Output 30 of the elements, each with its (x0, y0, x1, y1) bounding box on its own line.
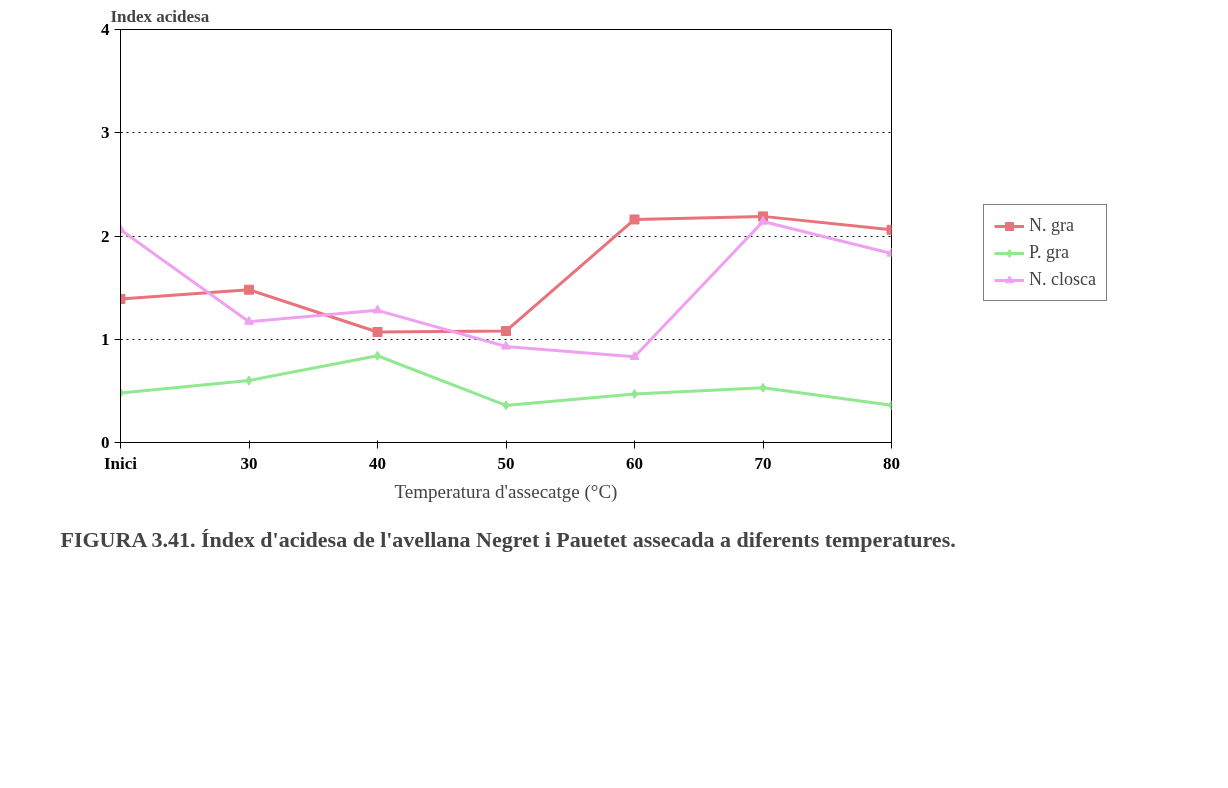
y-axis-title: Index acidesa (110, 6, 210, 26)
point (244, 284, 254, 295)
y-tick-label: 2 (101, 226, 110, 246)
y-tick-label: 1 (101, 329, 110, 349)
point (502, 400, 510, 411)
point (372, 304, 383, 314)
x-tick-label: 40 (369, 453, 386, 473)
legend-label: N. gra (1029, 215, 1074, 236)
y-tick-label: 0 (101, 433, 110, 452)
point (501, 340, 511, 350)
x-tick-label: 30 (240, 453, 258, 473)
point (759, 382, 767, 393)
y-tick-label: 3 (101, 123, 110, 143)
x-tick-label: 80 (883, 453, 900, 473)
y-tick-label: 4 (101, 20, 110, 39)
point (372, 327, 383, 338)
legend-label: N. closca (1029, 269, 1096, 290)
point (758, 215, 768, 225)
point (629, 351, 640, 360)
point (244, 316, 254, 325)
x-axis-title: Temperatura d'assecatge (°C) (394, 480, 618, 503)
x-tick-label: Inici (103, 453, 138, 473)
x-tick-label: 70 (754, 453, 772, 473)
point (501, 325, 511, 336)
legend-label: P. gra (1029, 242, 1069, 263)
point (629, 214, 640, 225)
point (245, 375, 253, 386)
x-tick-label: 50 (497, 453, 515, 473)
text: FIGURA 3.41. Índex d'acidesa de l'avellana Negret i Pauetet assecada a diferents temperatures. (60, 526, 956, 552)
x-tick-label: 60 (626, 453, 643, 473)
